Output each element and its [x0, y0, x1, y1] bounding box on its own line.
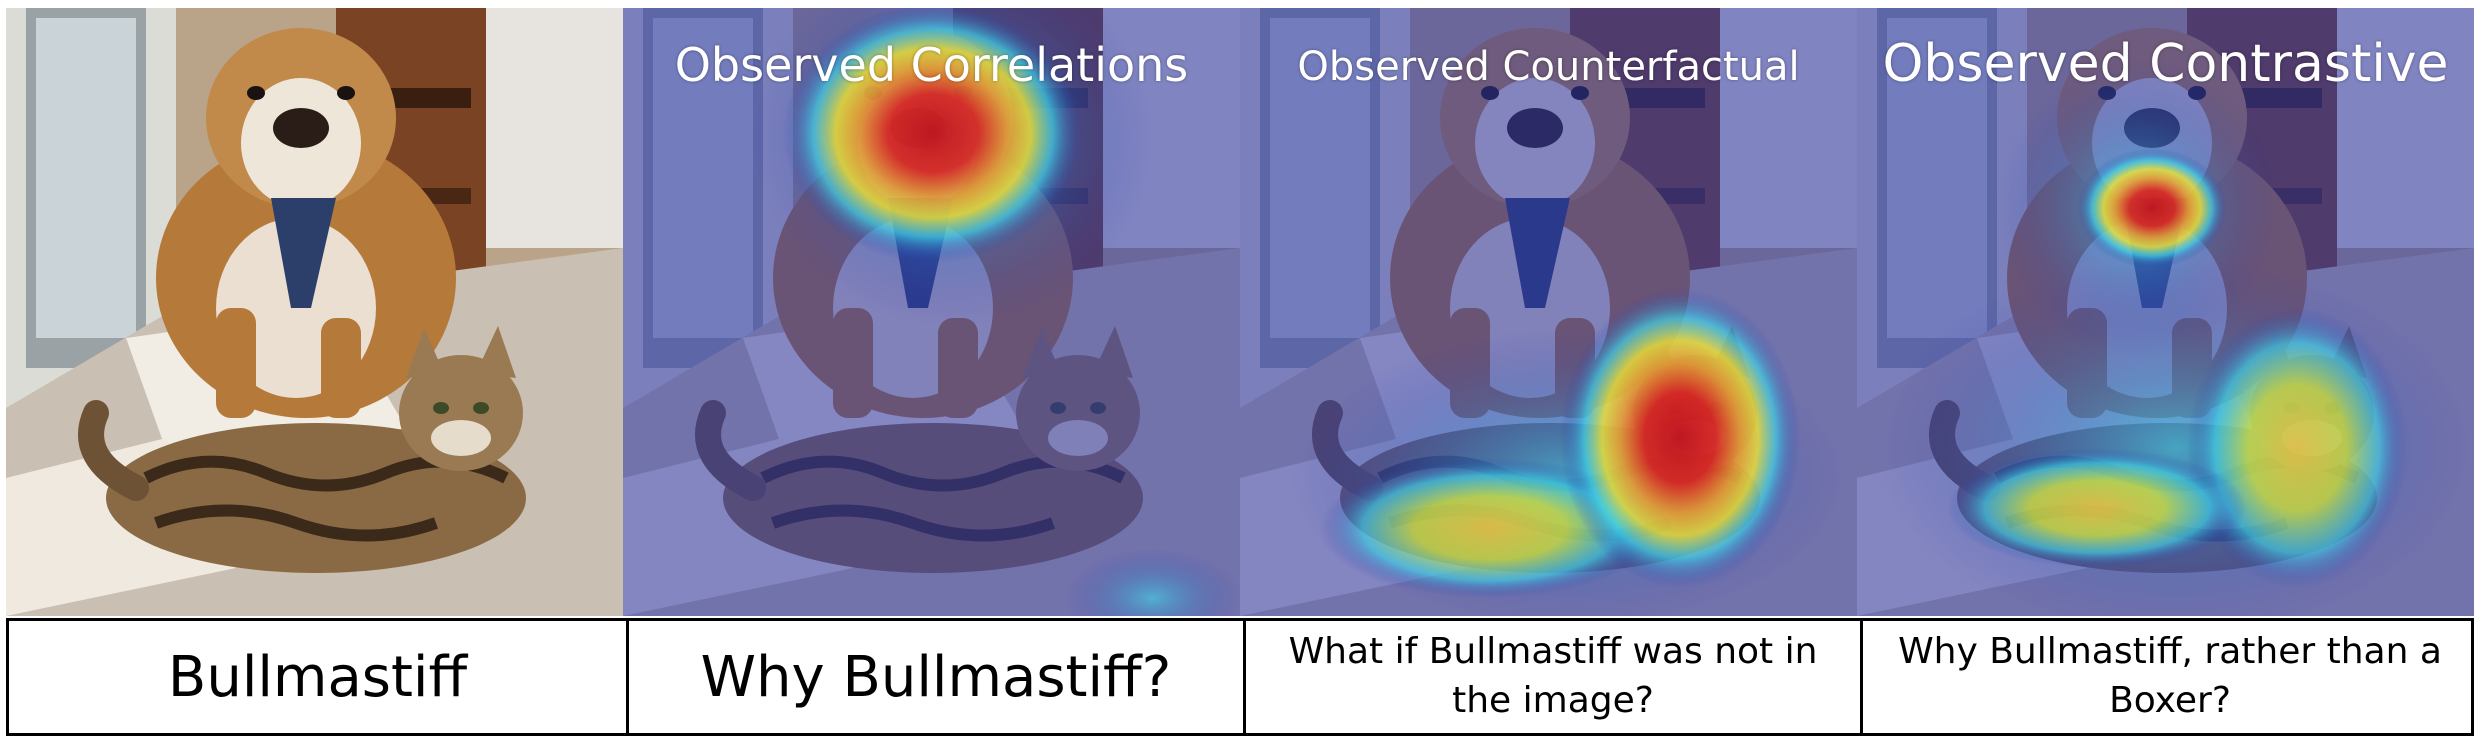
panel-title-correlations: Observed Correlations — [674, 38, 1189, 92]
caption-what-if: What if Bullmastiff was not in the image… — [1243, 621, 1860, 733]
counterfactual-heatmap-panel: Observed Counterfactual — [1240, 8, 1857, 616]
correlations-heatmap-image — [623, 8, 1240, 616]
panel-title-contrastive: Observed Contrastive — [1882, 34, 2449, 94]
correlations-heatmap-panel: Observed Correlations — [623, 8, 1240, 616]
panel-title-counterfactual: Observed Counterfactual — [1297, 44, 1800, 90]
counterfactual-heatmap-image — [1240, 8, 1857, 616]
caption-rather-than-boxer: Why Bullmastiff, rather than a Boxer? — [1860, 621, 2477, 733]
contrastive-heatmap-image — [1857, 8, 2474, 616]
contrastive-heatmap-panel: Observed Contrastive — [1857, 8, 2474, 616]
caption-bullmastiff: Bullmastiff — [167, 644, 468, 710]
original-image-panel — [6, 8, 623, 616]
caption-row: Bullmastiff Why Bullmastiff? What if Bul… — [6, 618, 2474, 736]
dog-and-cat-photo — [6, 8, 623, 616]
caption-why-bullmastiff: Why Bullmastiff? — [626, 621, 1243, 733]
image-panels: Observed Correlations Observed Counterfa… — [6, 8, 2474, 616]
